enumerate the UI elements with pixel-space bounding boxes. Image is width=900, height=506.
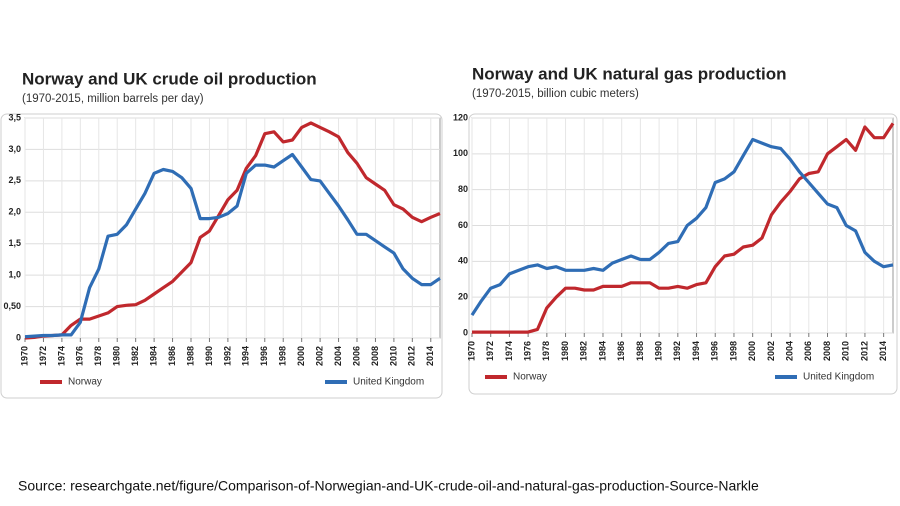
x-tick-label: 1998: [728, 341, 738, 361]
x-tick-label: 1986: [616, 341, 626, 361]
x-tick-label: 1988: [185, 346, 195, 366]
x-tick-label: 1990: [204, 346, 214, 366]
x-tick-label: 2014: [878, 341, 888, 361]
x-tick-label: 1988: [635, 341, 645, 361]
x-tick-label: 2000: [747, 341, 757, 361]
x-tick-label: 1992: [672, 341, 682, 361]
x-tick-label: 1970: [19, 346, 29, 366]
y-tick-label: 1,0: [8, 270, 21, 280]
chart-subtitle: (1970-2015, billion cubic meters): [472, 88, 639, 100]
y-tick-label: 3,5: [8, 112, 21, 122]
chart-title: Norway and UK crude oil production: [22, 69, 317, 88]
x-tick-label: 1982: [579, 341, 589, 361]
x-tick-label: 2004: [784, 341, 794, 361]
x-tick-label: 1978: [93, 346, 103, 366]
x-tick-label: 1994: [241, 346, 251, 366]
y-tick-label: 1,5: [8, 238, 21, 248]
x-tick-label: 1982: [130, 346, 140, 366]
y-tick-label: 40: [458, 256, 468, 266]
x-tick-label: 1984: [597, 341, 607, 361]
x-tick-label: 1998: [278, 346, 288, 366]
legend-label: United Kingdom: [353, 377, 424, 388]
y-tick-label: 80: [458, 184, 468, 194]
chart-title: Norway and UK natural gas production: [472, 64, 787, 83]
x-tick-label: 2002: [766, 341, 776, 361]
data-line: [472, 122, 895, 334]
y-tick-label: 0: [463, 327, 468, 337]
x-tick-label: 1994: [691, 341, 701, 361]
x-tick-label: 2008: [822, 341, 832, 361]
data-line: [24, 121, 441, 340]
x-tick-label: 2006: [803, 341, 813, 361]
x-tick-label: 1976: [75, 346, 85, 366]
x-tick-label: 2010: [388, 346, 398, 366]
x-tick-label: 2006: [351, 346, 361, 366]
x-tick-label: 1970: [466, 341, 476, 361]
chart-frame: [0, 113, 443, 399]
y-tick-label: 60: [458, 220, 468, 230]
x-tick-label: 1974: [504, 341, 514, 361]
y-tick-label: 0: [16, 332, 21, 342]
x-tick-label: 2014: [425, 346, 435, 366]
plot-area: [24, 117, 441, 339]
x-tick-label: 1996: [259, 346, 269, 366]
x-tick-label: 1992: [222, 346, 232, 366]
y-tick-label: 2,5: [8, 175, 21, 185]
x-tick-label: 2010: [841, 341, 851, 361]
x-tick-label: 2012: [859, 341, 869, 361]
x-tick-label: 1974: [56, 346, 66, 366]
x-tick-label: 1986: [167, 346, 177, 366]
y-tick-label: 0,50: [3, 301, 21, 311]
data-line: [24, 152, 441, 339]
x-tick-label: 2008: [370, 346, 380, 366]
y-tick-label: 100: [453, 148, 468, 158]
x-tick-label: 2004: [333, 346, 343, 366]
chart-subtitle: (1970-2015, million barrels per day): [22, 93, 204, 105]
x-tick-label: 1990: [653, 341, 663, 361]
x-tick-label: 2000: [296, 346, 306, 366]
legend-label: United Kingdom: [803, 372, 874, 383]
source-note: Source: researchgate.net/figure/Comparis…: [18, 478, 759, 494]
data-line: [470, 137, 894, 316]
y-tick-label: 3,0: [8, 144, 21, 154]
x-tick-label: 1996: [710, 341, 720, 361]
y-tick-label: 2,0: [8, 207, 21, 217]
x-tick-label: 1984: [148, 346, 158, 366]
x-tick-label: 1980: [112, 346, 122, 366]
y-tick-label: 20: [458, 292, 468, 302]
x-tick-label: 1972: [38, 346, 48, 366]
x-tick-label: 2012: [407, 346, 417, 366]
y-tick-label: 120: [453, 112, 468, 122]
legend-label: Norway: [513, 372, 547, 383]
x-tick-label: 1978: [541, 341, 551, 361]
legend-label: Norway: [68, 377, 102, 388]
chart-frame: [468, 113, 898, 395]
x-tick-label: 1972: [485, 341, 495, 361]
x-tick-label: 1976: [523, 341, 533, 361]
x-tick-label: 2002: [314, 346, 324, 366]
x-tick-label: 1980: [560, 341, 570, 361]
